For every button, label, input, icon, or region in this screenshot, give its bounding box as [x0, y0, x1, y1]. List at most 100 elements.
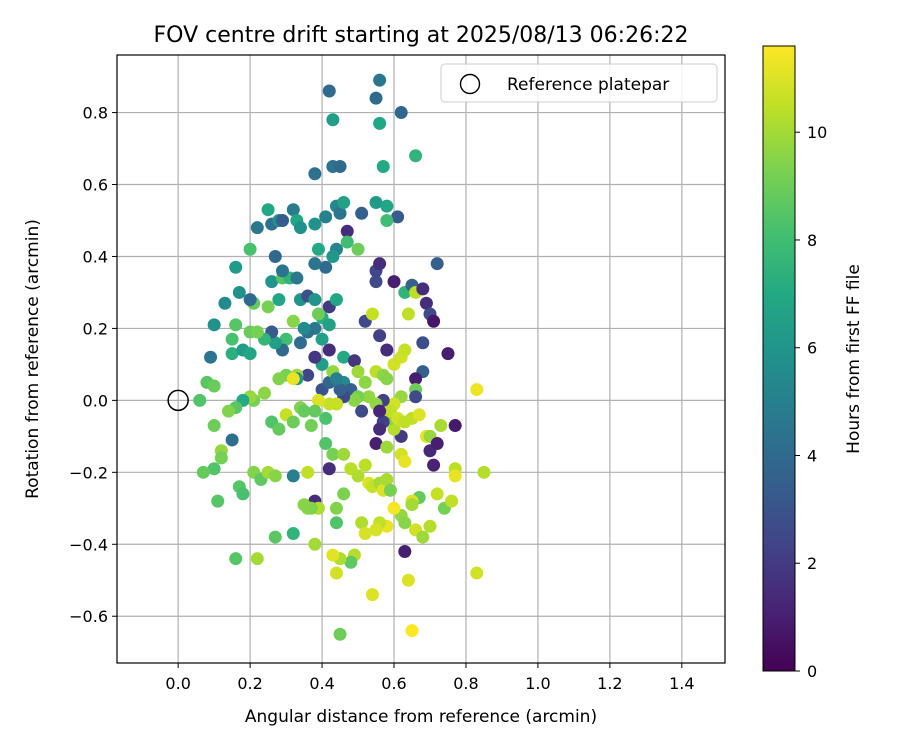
data-point — [405, 498, 419, 512]
data-point — [326, 113, 340, 127]
data-point — [398, 455, 412, 469]
legend: Reference platepar — [440, 63, 718, 103]
data-point — [225, 347, 239, 361]
data-point — [319, 210, 333, 224]
data-point — [293, 336, 307, 350]
data-point — [380, 473, 394, 487]
data-point — [319, 437, 333, 451]
data-point — [286, 526, 300, 540]
data-point — [355, 516, 369, 530]
x-tick-label: 0.4 — [309, 674, 334, 693]
data-point — [373, 404, 387, 418]
data-point — [391, 210, 405, 224]
data-point — [218, 296, 232, 310]
y-tick-label: 0.6 — [83, 176, 108, 195]
data-point — [272, 372, 286, 386]
data-point — [337, 447, 351, 461]
data-point — [308, 293, 322, 307]
y-tick-label: 0.4 — [83, 247, 108, 266]
data-point — [214, 451, 228, 465]
data-points — [193, 73, 491, 641]
data-point — [373, 257, 387, 271]
data-point — [409, 390, 423, 404]
chart-title: FOV centre drift starting at 2025/08/13 … — [154, 23, 689, 48]
data-point — [416, 336, 430, 350]
data-point — [250, 325, 264, 339]
data-point — [416, 282, 430, 296]
data-point — [380, 213, 394, 227]
data-point — [369, 91, 383, 105]
data-point — [301, 465, 315, 479]
data-point — [268, 249, 282, 263]
data-point — [311, 242, 325, 256]
colorbar-tick-label: 6 — [807, 339, 817, 358]
data-point — [412, 408, 426, 422]
x-tick-label: 1.4 — [669, 674, 694, 693]
data-point — [308, 167, 322, 181]
legend-marker-icon — [459, 73, 481, 95]
data-point — [193, 393, 207, 407]
data-point — [297, 404, 311, 418]
data-point — [398, 516, 412, 530]
x-tick-label: 0.6 — [381, 674, 406, 693]
data-point — [308, 257, 322, 271]
data-point — [308, 404, 322, 418]
data-point — [409, 149, 423, 163]
x-tick-label: 0.8 — [453, 674, 478, 693]
data-point — [308, 217, 322, 231]
data-point — [297, 498, 311, 512]
data-point — [373, 116, 387, 130]
data-point — [243, 347, 257, 361]
data-point — [383, 483, 397, 497]
data-point — [196, 465, 210, 479]
data-point — [315, 332, 329, 346]
data-point — [229, 552, 243, 566]
data-point — [340, 224, 354, 238]
data-point — [322, 343, 336, 357]
data-point — [329, 397, 343, 411]
colorbar-gradient — [762, 45, 796, 672]
data-point — [326, 447, 340, 461]
data-point — [365, 588, 379, 602]
data-point — [333, 206, 347, 220]
data-point — [380, 199, 394, 213]
y-tick-label: 0.2 — [83, 319, 108, 338]
data-point — [286, 372, 300, 386]
data-point — [229, 318, 243, 332]
colorbar-tick-label: 4 — [807, 446, 817, 465]
y-tick-label: 0.0 — [83, 391, 108, 410]
data-point — [333, 627, 347, 641]
data-point — [329, 372, 343, 386]
data-point — [265, 275, 279, 289]
data-point — [358, 375, 372, 389]
data-point — [369, 275, 383, 289]
y-tick-label: −0.6 — [69, 607, 108, 626]
data-point — [236, 487, 250, 501]
colorbar-tick-label: 0 — [807, 662, 817, 681]
data-point — [355, 206, 369, 220]
data-point — [419, 296, 433, 310]
data-point — [232, 285, 246, 299]
data-point — [416, 530, 430, 544]
data-point — [394, 106, 408, 120]
data-point — [322, 318, 336, 332]
data-point — [387, 275, 401, 289]
data-point — [337, 487, 351, 501]
data-point — [322, 462, 336, 476]
data-point — [326, 249, 340, 263]
data-point — [430, 437, 444, 451]
data-point — [211, 494, 225, 508]
data-point — [322, 84, 336, 98]
data-point — [470, 383, 484, 397]
data-point — [427, 458, 441, 472]
data-point — [275, 213, 289, 227]
data-point — [369, 523, 383, 537]
x-axis-ticks: 0.0 0.2 0.4 0.6 0.8 1.0 1.2 1.4 — [165, 663, 695, 693]
x-tick-label: 1.0 — [525, 674, 550, 693]
data-point — [301, 368, 315, 382]
data-point — [373, 73, 387, 87]
data-point — [243, 242, 257, 256]
data-point — [434, 419, 448, 433]
data-point — [222, 404, 236, 418]
